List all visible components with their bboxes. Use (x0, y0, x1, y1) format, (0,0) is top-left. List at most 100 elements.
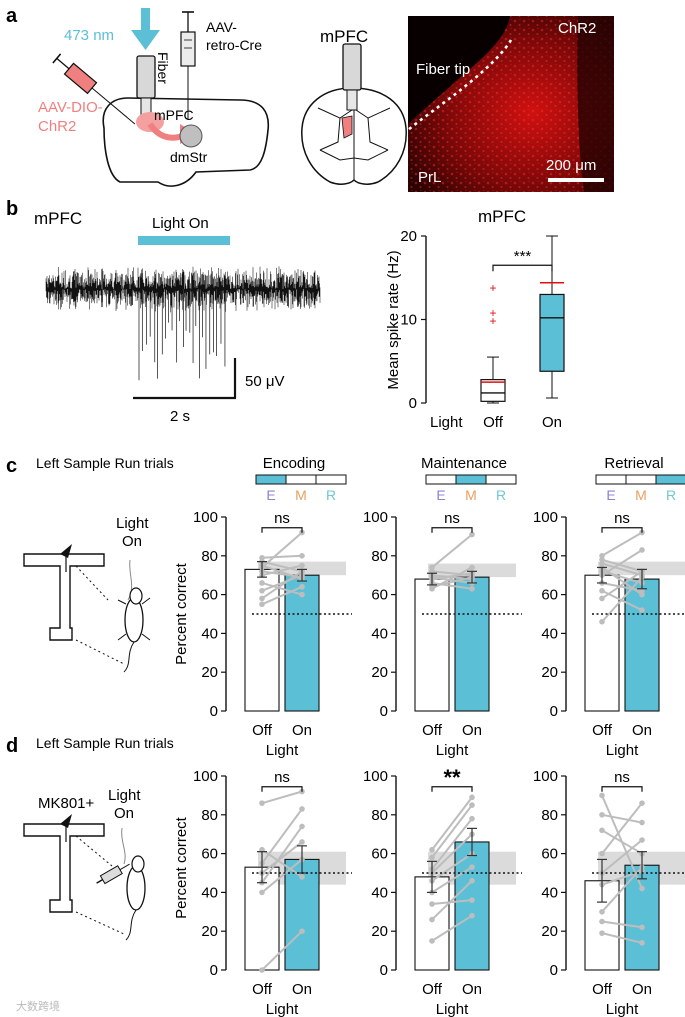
paired-line (601, 581, 643, 592)
bar-ytick-label: 0 (550, 962, 558, 979)
paired-point (299, 806, 305, 812)
paired-point (639, 885, 645, 892)
bar-xtick-label: Off (422, 722, 443, 739)
paired-line (261, 564, 303, 577)
paired-point (299, 584, 305, 590)
bar-ytick-label: 80 (541, 807, 558, 824)
boxplot-title: mPFC (478, 207, 526, 226)
paired-point (299, 874, 305, 880)
bar (624, 578, 660, 712)
paired-point (639, 607, 645, 613)
paired-point (469, 802, 475, 808)
paired-point (259, 595, 265, 602)
significance-bracket (431, 786, 473, 792)
dmstr-region (179, 124, 203, 148)
paired-point (469, 531, 475, 538)
bar-chart: 0 20 40 60 80 100 Off On ns Light Maintenance E M R (363, 455, 522, 759)
boxplot-ytick-label: 20 (400, 228, 417, 245)
bar-xtick-label: On (632, 981, 652, 998)
paired-point (429, 854, 435, 861)
panel-c: c Left Sample Run trials Light On Percen… (6, 455, 685, 759)
paired-line (261, 790, 303, 805)
syringe-cre-icon (180, 11, 196, 120)
bar-ytick-label: 40 (201, 884, 218, 901)
bar-charts-d: 0 20 40 60 80 100 Off On ns Light 0 20 40 60 80 100 Off O… (193, 765, 685, 1017)
panel-letter-a: a (6, 5, 18, 27)
paired-line (261, 858, 303, 894)
significance-marker: ns (614, 510, 630, 527)
significance-marker: ns (444, 510, 460, 527)
bar-ytick-label: 40 (541, 625, 558, 642)
bar (454, 841, 490, 971)
phase-letter: E (606, 487, 615, 503)
dmstr-label: dmStr (170, 149, 208, 165)
virus-cre-label-1: AAV- (206, 19, 237, 35)
paired-point (639, 924, 645, 931)
significance-marker: ns (274, 769, 290, 786)
paired-line (601, 839, 643, 874)
mpfc-label: mPFC (154, 107, 194, 123)
paired-line (431, 804, 473, 859)
syringe-chr2-icon (52, 53, 136, 125)
bar (414, 578, 450, 712)
paired-point (639, 591, 645, 598)
bar-ytick-label: 20 (201, 664, 218, 681)
paired-line (431, 581, 473, 590)
significance-marker: ns (614, 769, 630, 786)
box-outlier: + (489, 281, 496, 295)
bar-ytick-label: 0 (380, 703, 388, 720)
boxplot-xtick-label: On (542, 414, 562, 431)
panel-b: b mPFC Light On 50 μV 2 s mPFC 01020+++O… (6, 198, 565, 431)
paired-point (469, 585, 475, 592)
paired-line (431, 566, 473, 590)
phase-letter: M (635, 487, 647, 503)
bar-ytick-label: 100 (193, 768, 218, 785)
paired-point (639, 940, 645, 946)
box-outlier: + (489, 306, 496, 320)
region-label: PrL (418, 169, 441, 186)
trace-title: mPFC (34, 209, 82, 228)
bar-chart: 0 20 40 60 80 100 Off On ns Light Encoding E M R (193, 455, 352, 759)
paired-point (429, 846, 435, 853)
paired-point (299, 823, 305, 830)
paired-point (299, 839, 305, 845)
fiber-label: Fiber (155, 52, 171, 84)
paired-line (431, 533, 473, 569)
bar-xtick-label: On (292, 722, 312, 739)
paired-point (299, 553, 305, 559)
paired-line (261, 585, 303, 606)
light-on-label: Light On (152, 215, 209, 232)
box-outlier: + (489, 314, 496, 328)
paired-line (261, 574, 303, 592)
paired-point (429, 901, 435, 907)
virus-chr2-label-2: ChR2 (38, 118, 76, 135)
bar-charts-c: 0 20 40 60 80 100 Off On ns Light Encoding E M R 0 20 40… (193, 455, 685, 759)
bar-xlabel: Light (266, 1001, 299, 1017)
phase-letter: E (266, 487, 275, 503)
panel-letter-b: b (6, 198, 18, 220)
bar-ytick-label: 100 (533, 768, 558, 785)
chr2-micrograph (407, 16, 614, 192)
paired-line (601, 570, 643, 600)
paired-line (431, 899, 473, 906)
mouse-icon-c (117, 559, 151, 673)
bar-ytick-label: 0 (210, 703, 218, 720)
phase-indicator-segment (425, 474, 457, 485)
bar-chart: 0 20 40 60 80 100 Off On ns Light Retrieval E M R (533, 455, 685, 759)
scale-y-label: 50 μV (245, 373, 285, 390)
bar-xlabel: Light (436, 1001, 469, 1017)
phase-letter: R (666, 487, 676, 503)
light-on-label-c2: On (122, 533, 142, 550)
paired-line (431, 866, 473, 894)
paired-line (601, 829, 643, 855)
paired-point (599, 618, 605, 625)
bar-ytick-label: 20 (371, 664, 388, 681)
paired-line (431, 880, 473, 921)
paired-point (599, 850, 605, 857)
paired-point (599, 812, 605, 818)
significance-bracket (492, 264, 553, 272)
bar-ytick-label: 40 (541, 884, 558, 901)
box-iqr (539, 293, 565, 372)
paired-line (261, 841, 303, 874)
